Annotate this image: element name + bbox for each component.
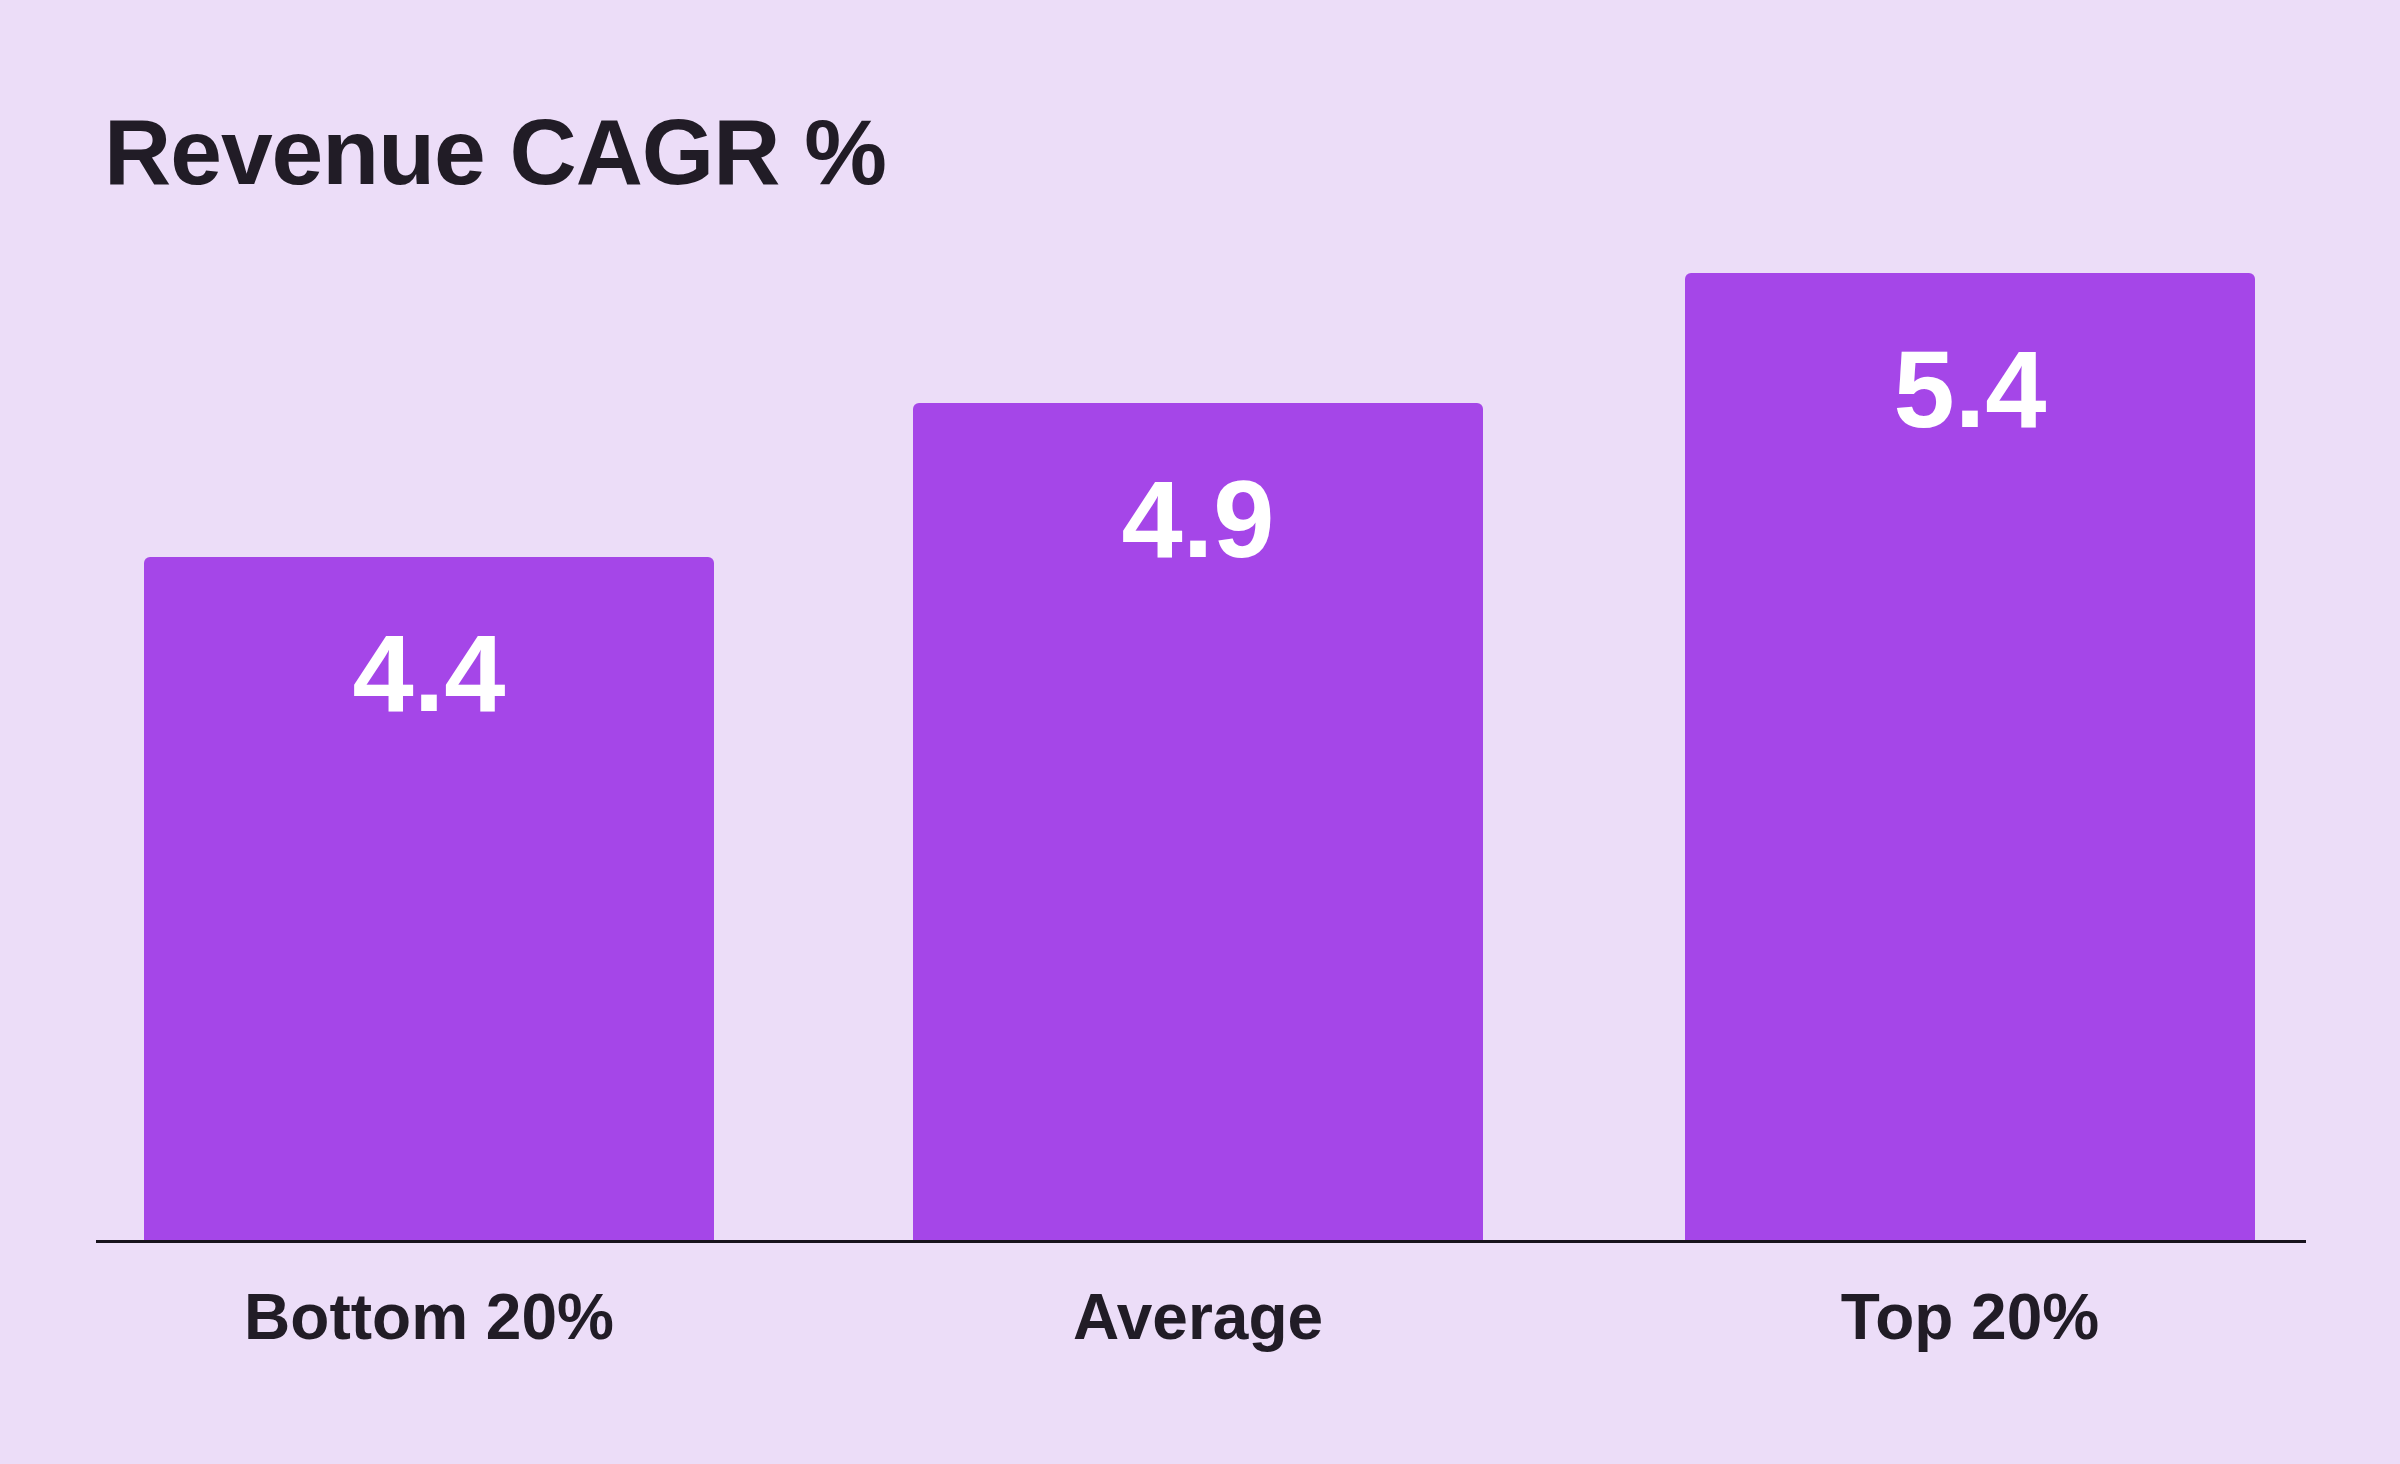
bar-value-label: 4.4 [144, 557, 714, 736]
category-label-average: Average [1073, 1280, 1323, 1354]
bar-bottom-20: 4.4 [144, 557, 714, 1243]
chart-title: Revenue CAGR % [104, 104, 886, 202]
bar-top-20: 5.4 [1685, 273, 2255, 1243]
category-label-bottom-20: Bottom 20% [244, 1280, 614, 1354]
bar-average: 4.9 [913, 403, 1483, 1243]
bar-value-label: 4.9 [913, 403, 1483, 582]
x-axis-line [96, 1240, 2306, 1243]
bar-chart: Revenue CAGR % 4.4 4.9 5.4 Bottom 20% Av… [0, 0, 2400, 1464]
bar-value-label: 5.4 [1685, 273, 2255, 452]
category-label-top-20: Top 20% [1841, 1280, 2099, 1354]
